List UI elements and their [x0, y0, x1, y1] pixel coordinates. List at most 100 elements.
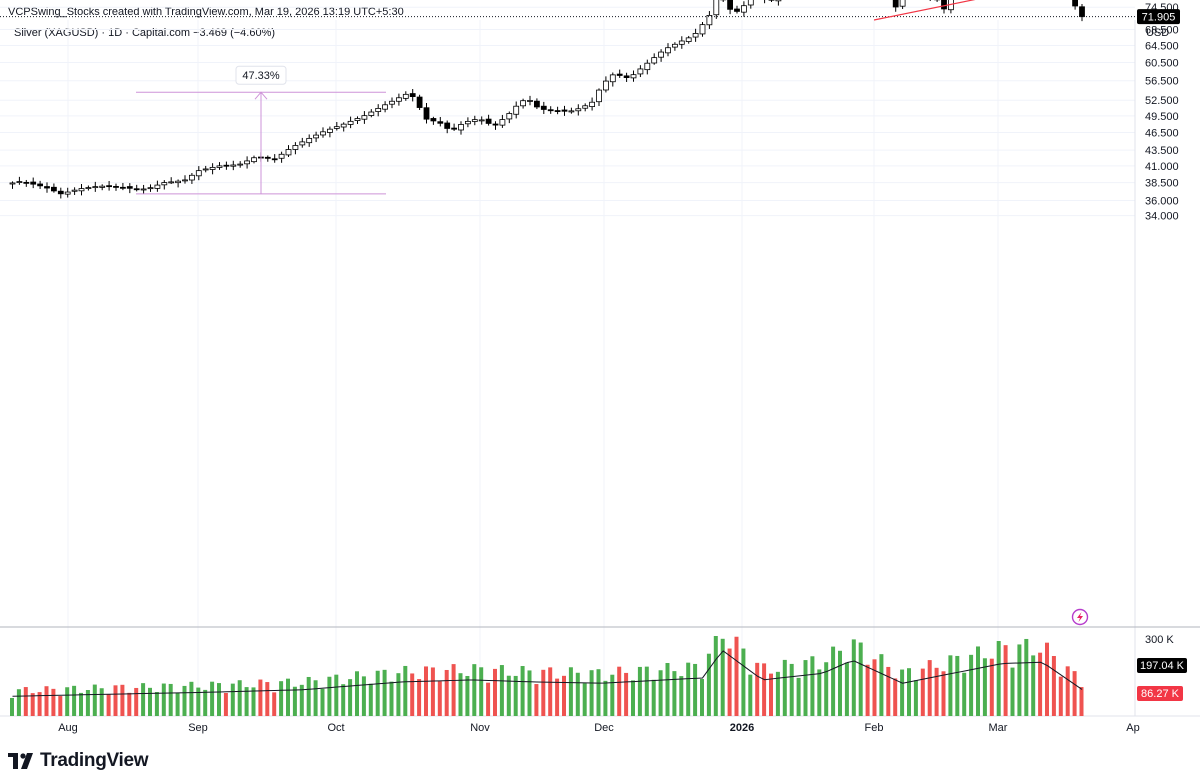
- candle-up: [188, 174, 195, 181]
- price-tick-label: 64.500: [1145, 41, 1179, 53]
- candle-up: [402, 93, 409, 99]
- candle-down: [616, 73, 623, 76]
- volume-bar: [727, 648, 732, 716]
- candle-up: [644, 62, 651, 71]
- volume-bar: [79, 692, 83, 716]
- candle-up: [92, 186, 99, 189]
- volume-bar: [831, 646, 836, 716]
- volume-bar: [582, 683, 587, 716]
- candle-down: [734, 8, 740, 12]
- volume-bar: [617, 666, 622, 716]
- volume-bar: [396, 673, 401, 716]
- candle-down: [1072, 0, 1078, 7]
- volume-bar: [92, 684, 97, 716]
- volume-bar: [865, 664, 870, 716]
- candle-down: [430, 118, 437, 122]
- volume-bar: [382, 669, 387, 716]
- volume-bar: [1079, 687, 1084, 716]
- candle-down: [892, 0, 899, 8]
- price-tick-label: 46.500: [1145, 127, 1179, 139]
- volume-bar: [872, 659, 877, 716]
- candle-up: [195, 170, 202, 177]
- volume-bar: [858, 642, 863, 716]
- candle-up: [382, 104, 389, 110]
- volume-bar: [934, 667, 939, 716]
- volume-tick-label: 300 K: [1145, 634, 1174, 646]
- candle-up: [630, 74, 637, 79]
- chart-grid: [0, 6, 1200, 717]
- volume-bar: [734, 636, 739, 716]
- volume-bar: [955, 655, 960, 716]
- candle-down: [941, 0, 947, 10]
- candle-down: [37, 183, 43, 187]
- volume-bar: [1038, 652, 1043, 716]
- volume-ma-line: [12, 650, 1083, 697]
- date-label-dec: Dec: [594, 722, 614, 734]
- volume-bar: [838, 650, 842, 716]
- volume-bar: [700, 678, 704, 716]
- volume-bar: [893, 678, 898, 716]
- volume-bar: [44, 686, 49, 716]
- volume-bar: [1058, 676, 1063, 716]
- volume-bar: [196, 687, 201, 716]
- candle-down: [416, 96, 423, 108]
- candle-up: [478, 119, 485, 122]
- volume-bar: [907, 668, 911, 716]
- tradingview-brand[interactable]: TradingView: [8, 750, 149, 772]
- volume-bar: [941, 671, 946, 716]
- volume-bar: [161, 683, 166, 716]
- candle-up: [706, 15, 713, 26]
- candle-up: [582, 105, 589, 109]
- volume-bar: [451, 664, 456, 716]
- candle-up: [589, 101, 595, 107]
- candle-down: [44, 186, 50, 189]
- time-axis[interactable]: Aug Sep Oct Nov Dec 2026 Feb Mar Ap: [58, 722, 1140, 734]
- candle-up: [140, 188, 147, 191]
- volume-bar: [844, 662, 849, 716]
- candle-down: [223, 164, 230, 167]
- volume-bar: [1003, 645, 1008, 716]
- candle-down: [1079, 6, 1085, 18]
- candle-up: [672, 43, 678, 48]
- volume-bar: [134, 687, 139, 716]
- candle-up: [347, 120, 354, 125]
- volume-bar: [355, 671, 359, 716]
- candle-down: [120, 186, 126, 189]
- volume-bar: [292, 686, 297, 716]
- volume-bar: [113, 685, 118, 716]
- volume-bar: [182, 685, 187, 716]
- candle-down: [271, 158, 278, 161]
- volume-bar: [99, 688, 104, 716]
- candle-down: [534, 100, 540, 108]
- volume-bar: [51, 688, 56, 716]
- chart-drawings[interactable]: 47.33%: [0, 0, 1135, 195]
- candle-up: [278, 153, 285, 159]
- volume-bar: [851, 639, 856, 716]
- date-label-oct: Oct: [327, 722, 344, 734]
- price-tick-label: 38.500: [1145, 178, 1179, 190]
- volume-bar: [886, 666, 891, 716]
- candle-up: [168, 181, 175, 184]
- price-axis[interactable]: 34.000 36.000 38.500 41.000 43.500 46.500 49.5…: [1145, 0, 1185, 646]
- volume-bar: [37, 692, 42, 716]
- candle-down: [554, 110, 561, 112]
- candle-down: [113, 185, 119, 188]
- candle-down: [51, 186, 57, 192]
- candle-up: [78, 188, 85, 192]
- date-label-ap: Ap: [1126, 722, 1139, 734]
- date-label-2026: 2026: [730, 722, 754, 734]
- volume-bar: [389, 681, 394, 716]
- last-price-tag: [1137, 9, 1180, 25]
- candle-down: [485, 118, 492, 124]
- volume-bar: [603, 680, 608, 716]
- volume-bar: [989, 658, 994, 716]
- volume-bar: [258, 679, 263, 716]
- volume-bar: [479, 667, 484, 716]
- candle-up: [395, 97, 402, 102]
- price-tick-label: 52.500: [1145, 95, 1179, 107]
- volume-bar: [631, 680, 635, 716]
- lightning-icon[interactable]: [1071, 608, 1089, 626]
- volume-bar: [534, 684, 539, 716]
- volume-bar: [203, 689, 208, 716]
